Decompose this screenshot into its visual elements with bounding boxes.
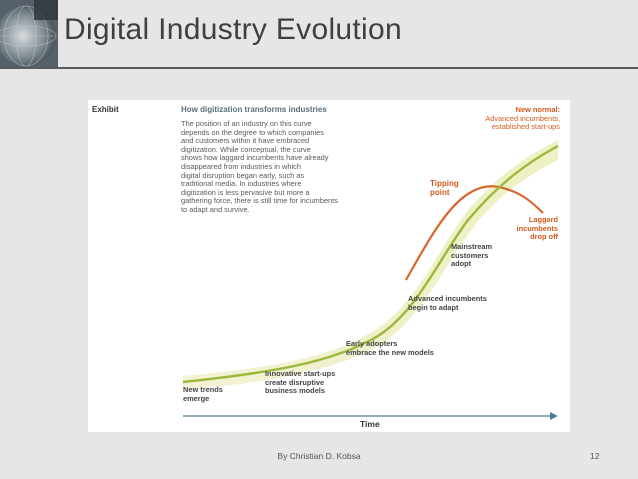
footer-author: By Christian D. Kobsa bbox=[277, 451, 361, 461]
new-normal-line: established start-ups bbox=[491, 122, 560, 132]
new-normal-label: New normal: Advanced incumbents, establi… bbox=[485, 105, 560, 132]
early-adopters-label: Early adopters embrace the new models bbox=[346, 339, 434, 357]
footer-page-number: 12 bbox=[590, 451, 600, 461]
body-line: digital disruption began early, such as bbox=[181, 170, 305, 180]
new-trends-line: New trends bbox=[183, 385, 223, 394]
digitization-curve bbox=[182, 144, 559, 384]
advanced-line: begin to adapt bbox=[408, 302, 459, 312]
exhibit-figure: Exhibit How digitization transforms indu… bbox=[88, 100, 570, 432]
exhibit-heading: How digitization transforms industries bbox=[181, 105, 327, 114]
new-trends-label: New trends emerge bbox=[183, 385, 223, 403]
body-line: traditional media. In industries where bbox=[181, 179, 302, 189]
new-normal-title: New normal: bbox=[515, 105, 560, 114]
body-line: The position of an industry on this curv… bbox=[181, 119, 312, 128]
new-trends-line: emerge bbox=[183, 393, 210, 403]
body-line: disappeared from industries in which bbox=[181, 161, 301, 171]
tipping-point-line: Tipping bbox=[430, 179, 459, 188]
mainstream-line: Mainstream bbox=[451, 242, 493, 251]
body-line: digitization. While conceptual, the curv… bbox=[181, 144, 311, 154]
slide-header: Digital Industry Evolution bbox=[0, 0, 638, 69]
body-line: shows how laggard incumbents have alread… bbox=[181, 153, 329, 163]
innovative-startups-label: Innovative start-ups create disruptive b… bbox=[265, 369, 336, 396]
early-line: Early adopters bbox=[346, 339, 398, 348]
body-line: depends on the degree to which companies bbox=[181, 127, 324, 137]
innovative-line: business models bbox=[265, 386, 325, 396]
early-line: embrace the new models bbox=[346, 347, 434, 357]
body-line: digitization is less pervasive but more … bbox=[181, 187, 310, 197]
body-line: gathering force, there is still time for… bbox=[181, 196, 338, 206]
laggard-line: Laggard bbox=[528, 215, 558, 224]
laggard-line: drop off bbox=[530, 232, 558, 242]
header-divider bbox=[0, 67, 638, 69]
time-axis-label: Time bbox=[360, 419, 380, 429]
exhibit-body: The position of an industry on this curv… bbox=[181, 119, 338, 215]
tipping-point-line: point bbox=[430, 187, 450, 197]
tipping-point-label: Tipping point bbox=[430, 179, 459, 197]
laggard-line: incumbents bbox=[516, 223, 558, 233]
innovative-line: Innovative start-ups bbox=[265, 369, 336, 378]
body-line: and customers within it have embraced bbox=[181, 136, 310, 146]
innovative-line: create disruptive bbox=[265, 377, 325, 387]
mainstream-line: adopt bbox=[451, 259, 472, 269]
body-line: to adapt and survive. bbox=[181, 204, 250, 214]
advanced-line: Advanced incumbents bbox=[408, 294, 487, 303]
time-axis-arrow bbox=[550, 412, 558, 420]
mainstream-label: Mainstream customers adopt bbox=[451, 242, 493, 269]
exhibit-tag: Exhibit bbox=[92, 105, 119, 114]
advanced-incumbents-label: Advanced incumbents begin to adapt bbox=[408, 294, 487, 312]
new-normal-line: Advanced incumbents, bbox=[485, 113, 560, 123]
globe-corner-image bbox=[0, 0, 58, 68]
slide-title: Digital Industry Evolution bbox=[64, 13, 402, 46]
adoption-curve-chart bbox=[182, 140, 559, 420]
laggard-curve bbox=[405, 185, 544, 281]
mainstream-line: customers bbox=[451, 250, 489, 260]
laggard-label: Laggard incumbents drop off bbox=[516, 215, 558, 242]
